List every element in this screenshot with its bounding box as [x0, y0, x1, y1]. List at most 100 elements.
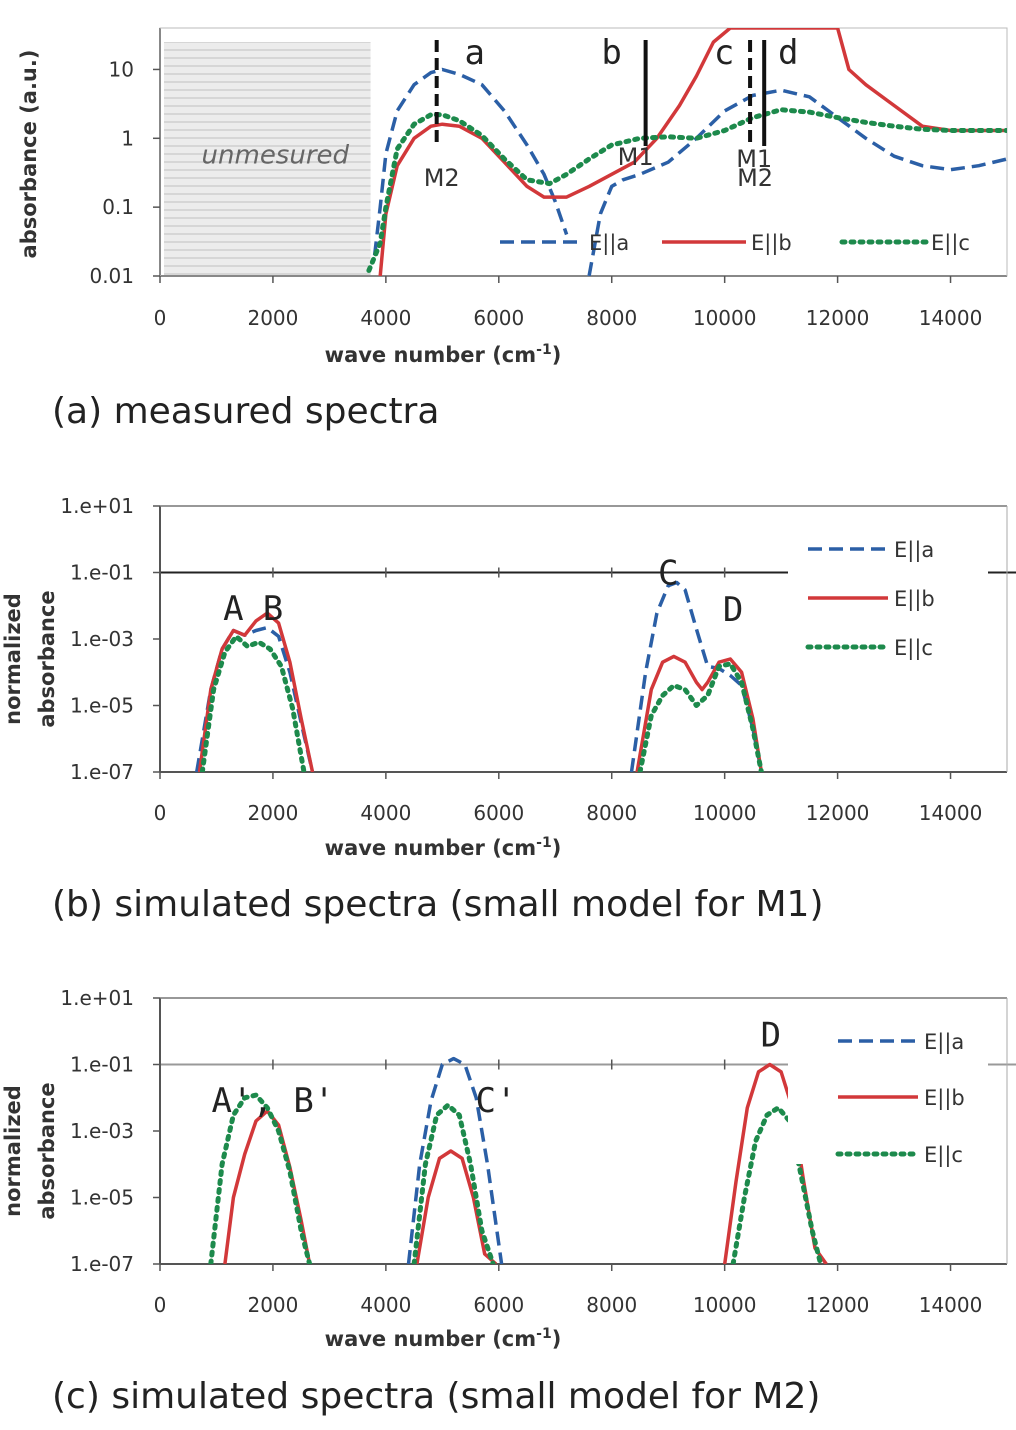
y-tick-label: 1.e-07: [70, 1252, 134, 1276]
x-tick-label: 12000: [806, 801, 870, 825]
y-tick-label: 1.e-05: [70, 694, 134, 718]
y-tick-label: 1.e+01: [60, 986, 134, 1010]
y-tick-label: 0.01: [89, 264, 134, 288]
x-tick-label: 8000: [586, 1293, 637, 1317]
x-tick-label: 0: [154, 801, 167, 825]
y-axis-label: absorbance: [35, 590, 59, 727]
series-line-E-par-a: [372, 67, 569, 256]
x-tick-label: 0: [154, 1293, 167, 1317]
series-line-E-par-c: [366, 107, 1007, 273]
peak-label: B: [263, 589, 283, 629]
panel-caption: (b) simulated spectra (small model for M…: [52, 884, 824, 925]
legend: E||a E||b E||c: [788, 522, 988, 672]
x-tick-label: 8000: [586, 801, 637, 825]
y-tick-label: 0.1: [102, 195, 134, 219]
x-axis-label: wave number (cm-1): [325, 835, 562, 860]
marker-label: a: [464, 33, 484, 73]
x-tick-label: 4000: [360, 1293, 411, 1317]
series-line-E-par-c: [730, 1105, 824, 1264]
series-line-E-par-b: [635, 654, 764, 772]
series-line-E-par-c: [199, 633, 307, 772]
x-axis-label: wave number (cm-1): [325, 1326, 562, 1351]
marker-label: c: [714, 33, 734, 73]
series-line-E-par-c: [411, 1102, 496, 1264]
x-tick-label: 4000: [360, 801, 411, 825]
panel-caption: (a) measured spectra: [52, 391, 439, 432]
peak-label: C: [658, 554, 678, 594]
y-axis-label: absorbance: [35, 1082, 59, 1219]
peak-label: A', B': [212, 1081, 335, 1121]
peak-label: A: [223, 589, 243, 629]
x-tick-label: 14000: [919, 306, 983, 330]
marker-group-label: M1: [736, 145, 772, 173]
y-tick-label: 1.e+01: [60, 494, 134, 518]
panel-a: unmesured 0 2000 4000 6000 8000 10000 12000 1400…: [17, 27, 1008, 367]
panel-c: 0 2000 4000 6000 8000 10000 12000 14000 1.e-07 1.…: [1, 986, 1016, 1351]
legend-label: E||c: [931, 231, 970, 256]
x-tick-label: 6000: [473, 801, 524, 825]
marker-group-label: M2: [737, 164, 773, 192]
series-line-E-par-b: [378, 28, 1007, 276]
series-line-E-par-a: [587, 88, 1007, 276]
y-tick-label: 10: [109, 57, 134, 81]
x-tick-label: 4000: [360, 306, 411, 330]
peak-label: C': [476, 1081, 517, 1121]
x-tick-label: 8000: [586, 306, 637, 330]
legend-label: E||c: [924, 1143, 963, 1168]
y-tick-label: 1.e-05: [70, 1186, 134, 1210]
legend-label: E||b: [894, 587, 935, 612]
series-line-E-par-a: [406, 1056, 504, 1264]
y-tick-label: 1.e-03: [70, 627, 134, 651]
unmeasured-region: [164, 42, 371, 276]
legend-box: [788, 1014, 988, 1164]
legend: E||a E||b E||c: [500, 231, 970, 256]
marker-group-label: M1: [618, 143, 654, 171]
x-tick-label: 0: [154, 306, 167, 330]
x-tick-label: 14000: [919, 1293, 983, 1317]
x-tick-label: 6000: [473, 306, 524, 330]
y-tick-label: 1.e-07: [70, 760, 134, 784]
y-tick-label: 1.e-01: [70, 561, 134, 585]
peak-label: D: [723, 590, 743, 630]
x-tick-label: 12000: [806, 1293, 870, 1317]
legend-label: E||a: [924, 1030, 964, 1055]
y-axis-label: normalized: [1, 593, 25, 725]
series-line-E-par-c: [208, 1092, 313, 1264]
legend-label: E||a: [589, 231, 629, 256]
y-axis-label: normalized: [1, 1085, 25, 1217]
x-axis-label: wave number (cm-1): [325, 342, 562, 367]
x-tick-label: 12000: [806, 306, 870, 330]
y-tick-label: 1.e-01: [70, 1053, 134, 1077]
panel-caption: (c) simulated spectra (small model for M…: [52, 1376, 820, 1417]
panel-b: 0 2000 4000 6000 8000 10000 12000 14000 1.e-07 1.…: [1, 494, 1016, 860]
series-line-E-par-b: [415, 1149, 498, 1264]
legend-label: E||b: [751, 231, 792, 256]
x-tick-label: 2000: [247, 801, 298, 825]
legend-label: E||a: [894, 538, 934, 563]
y-axis-label: absorbance (a.u.): [17, 50, 41, 259]
y-tick-label: 1.e-03: [70, 1119, 134, 1143]
legend: E||a E||b E||c: [788, 1014, 988, 1168]
x-tick-label: 10000: [693, 801, 757, 825]
y-tick-label: 1: [121, 126, 134, 150]
series-group: [366, 28, 1007, 276]
x-tick-label: 2000: [247, 1293, 298, 1317]
plot-frame: [159, 27, 1008, 277]
marker-label: b: [601, 33, 621, 73]
x-tick-label: 10000: [693, 1293, 757, 1317]
marker-label: d: [778, 33, 798, 73]
x-tick-label: 14000: [919, 801, 983, 825]
series-group: [208, 1056, 828, 1264]
legend-label: E||c: [894, 636, 933, 661]
series-line-E-par-a: [629, 580, 764, 772]
unmeasured-label: unmesured: [202, 140, 350, 170]
x-tick-label: 6000: [473, 1293, 524, 1317]
legend-label: E||b: [924, 1086, 965, 1111]
series-line-E-par-b: [223, 1109, 312, 1264]
x-tick-label: 2000: [247, 306, 298, 330]
marker-group-label: M2: [424, 164, 460, 192]
series-line-E-par-b: [197, 611, 315, 772]
series-line-E-par-c: [637, 661, 764, 772]
x-tick-label: 10000: [693, 306, 757, 330]
